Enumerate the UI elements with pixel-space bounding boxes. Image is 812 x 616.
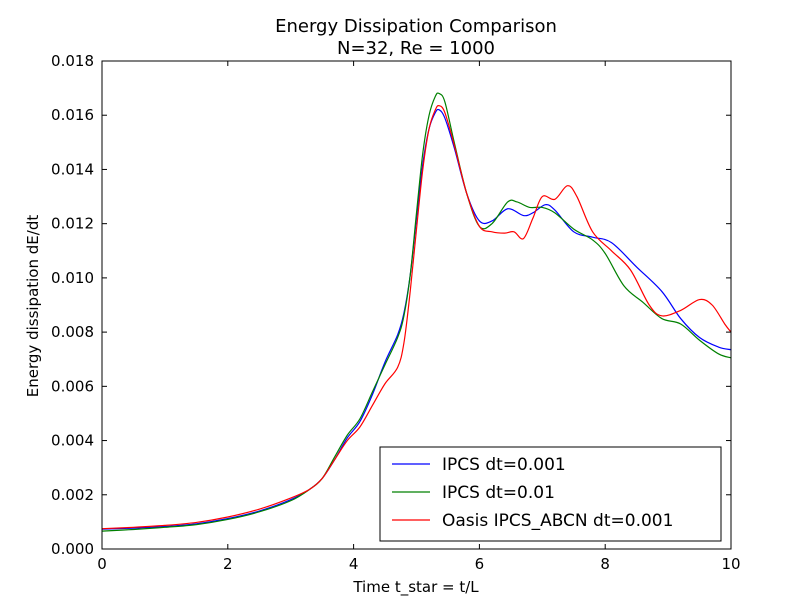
y-tick-label-8: 0.016 bbox=[51, 106, 94, 124]
x-tick-label-0: 0 bbox=[97, 555, 107, 573]
legend: IPCS dt=0.001 IPCS dt=0.01 Oasis IPCS_AB… bbox=[379, 446, 722, 542]
y-axis-label: Energy dissipation dE/dt bbox=[24, 215, 42, 398]
plot-frame bbox=[101, 60, 732, 550]
y-tick-label-2: 0.004 bbox=[51, 432, 94, 450]
axis-ticks: 0 2 4 6 8 10 0.000 0.002 0.004 0.006 0.008 0.010 0.0… bbox=[51, 52, 741, 573]
y-tick-label-1: 0.002 bbox=[51, 486, 94, 504]
series-lines bbox=[102, 92, 731, 532]
x-tick-label-2: 4 bbox=[349, 555, 359, 573]
legend-label-ipcs-dt-0-01: IPCS dt=0.01 bbox=[442, 483, 555, 503]
chart-title: Energy Dissipation Comparison bbox=[275, 16, 557, 37]
legend-box bbox=[379, 446, 722, 542]
x-tick-label-1: 2 bbox=[223, 555, 233, 573]
series-line-2 bbox=[102, 105, 731, 530]
y-tick-label-9: 0.018 bbox=[51, 52, 94, 70]
legend-label-ipcs-dt-0-001: IPCS dt=0.001 bbox=[442, 455, 566, 475]
legend-label-oasis-ipcs-abcn: Oasis IPCS_ABCN dt=0.001 bbox=[442, 511, 673, 531]
x-tick-label-4: 8 bbox=[600, 555, 610, 573]
y-tick-label-0: 0.000 bbox=[51, 540, 94, 558]
y-tick-label-6: 0.012 bbox=[51, 215, 94, 233]
x-tick-label-3: 6 bbox=[475, 555, 485, 573]
y-tick-label-3: 0.006 bbox=[51, 377, 94, 395]
chart-subtitle: N=32, Re = 1000 bbox=[337, 38, 495, 59]
y-tick-label-4: 0.008 bbox=[51, 323, 94, 341]
x-tick-label-5: 10 bbox=[721, 555, 740, 573]
x-axis-label: Time t_star = t/L bbox=[352, 578, 479, 597]
y-tick-label-5: 0.010 bbox=[51, 269, 94, 287]
y-tick-label-7: 0.014 bbox=[51, 160, 94, 178]
